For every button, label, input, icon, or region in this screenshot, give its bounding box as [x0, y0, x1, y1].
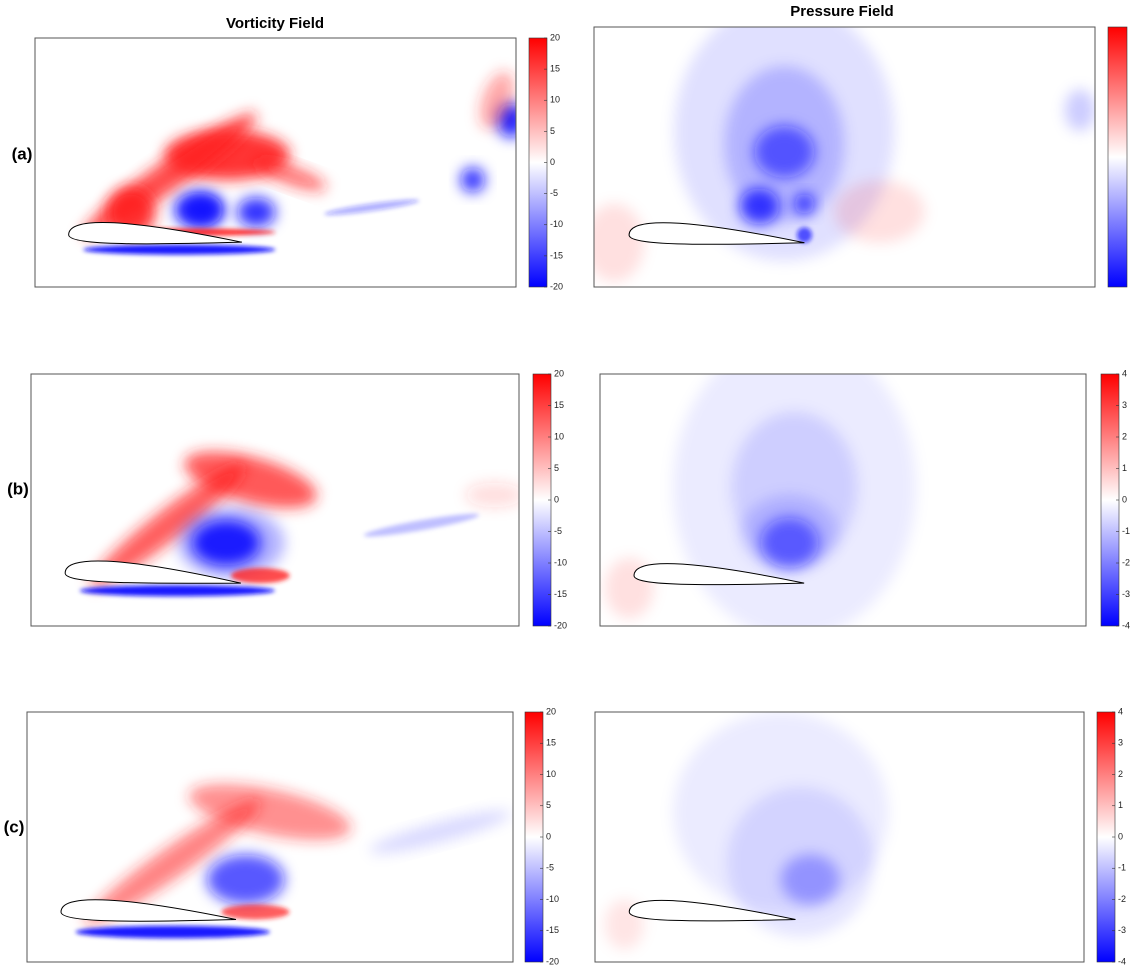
flow-structure [231, 568, 290, 583]
field [595, 712, 1084, 962]
colorbar-tick-label: 0 [546, 831, 551, 841]
colorbar-tick-label: -15 [550, 250, 563, 260]
row-label: (a) [12, 144, 33, 163]
colorbar-tick-label: 1 [1118, 800, 1123, 810]
flow-structure [83, 245, 275, 255]
field [31, 374, 524, 626]
row-label: (b) [7, 479, 29, 498]
field [27, 712, 513, 962]
colorbar-tick-label: -2 [1122, 557, 1130, 567]
colorbar-tick-label: -3 [1122, 589, 1130, 599]
colorbar-tick-label: 1 [1122, 463, 1127, 473]
flow-structure [834, 180, 924, 242]
column-title: Vorticity Field [226, 15, 324, 32]
field-panel: 20 15 10 5 0 -5 -10 -15 -20 [27, 706, 559, 966]
colorbar-tick-label: 2 [1118, 769, 1123, 779]
colorbar-tick-label: 5 [546, 800, 551, 810]
figure: Vorticity Field Pressure Field (a) (b) (… [0, 0, 1130, 968]
colorbar-tick-label: 10 [550, 95, 560, 105]
colorbar-tick-label: 0 [550, 157, 555, 167]
colorbar-tick-label: -5 [546, 863, 554, 873]
colorbar-tick-label: 3 [1118, 738, 1123, 748]
colorbar-tick-label: 2 [1122, 431, 1127, 441]
field-panel: 4 3 2 1 0 -1 -2 -3 -4 [600, 336, 1130, 638]
colorbar-tick-label: -20 [554, 620, 567, 630]
colorbar-tick-label: -4 [1118, 956, 1126, 966]
colorbar-tick-label: 4 [1122, 368, 1127, 378]
colorbar-tick-label: -15 [554, 589, 567, 599]
colorbar-tick-label: -5 [554, 526, 562, 536]
colorbar-tick-label: -10 [554, 557, 567, 567]
row-label: (c) [4, 817, 25, 836]
colorbar-tick-label: 0 [1122, 494, 1127, 504]
colorbar-tick-label: 10 [546, 769, 556, 779]
colorbar-tick-label: 20 [554, 368, 564, 378]
colorbar [1108, 27, 1127, 287]
colorbar-tick-label: 10 [554, 431, 564, 441]
field [600, 336, 1086, 638]
colorbar-tick-label: 15 [554, 400, 564, 410]
colorbar-tick-label: 5 [550, 126, 555, 136]
colorbar-tick-label: 15 [550, 64, 560, 74]
flow-structure [781, 855, 840, 905]
colorbar-tick-label: 3 [1122, 400, 1127, 410]
colorbar-tick-label: -10 [550, 219, 563, 229]
colorbar-tick-label: -10 [546, 894, 559, 904]
colorbar-tick-label: 20 [546, 706, 556, 716]
field-panel: 20 15 10 5 0 -5 -10 -15 -20 [31, 368, 567, 630]
flow-structure [739, 188, 779, 224]
flow-structure [76, 926, 270, 939]
flow-structure [237, 197, 275, 227]
colorbar-tick-label: -1 [1122, 526, 1130, 536]
colorbar-tick-label: -3 [1118, 925, 1126, 935]
flow-structure [177, 508, 284, 579]
flow-structure [584, 204, 644, 282]
flow-structure [754, 126, 814, 178]
colorbar-tick-label: 0 [1118, 831, 1123, 841]
colorbar-tick-label: -20 [550, 281, 563, 291]
colorbar-tick-label: -1 [1118, 863, 1126, 873]
colorbar-tick-label: 0 [554, 494, 559, 504]
flow-structure [174, 192, 222, 227]
field [584, 1, 1095, 287]
colorbar-tick-label: -15 [546, 925, 559, 935]
colorbar-tick-label: 20 [550, 32, 560, 42]
flow-structure [80, 585, 275, 596]
colorbar-tick-label: 5 [554, 463, 559, 473]
colorbar-tick-label: 15 [546, 738, 556, 748]
field-panel: 20 15 10 5 0 -5 -10 -15 -20 [35, 32, 563, 291]
colorbar-tick-label: -20 [546, 956, 559, 966]
column-title: Pressure Field [790, 3, 893, 20]
field-panel [584, 1, 1127, 287]
field [35, 38, 526, 287]
flow-structure [797, 227, 812, 243]
flow-structure [1065, 89, 1095, 131]
colorbar-tick-label: -4 [1122, 620, 1130, 630]
field-panel: 4 3 2 1 0 -1 -2 -3 -4 [595, 706, 1126, 966]
flow-structure [221, 905, 289, 920]
flow-structure [794, 193, 814, 214]
flow-structure [461, 167, 485, 192]
colorbar-tick-label: 4 [1118, 706, 1123, 716]
flow-structure [207, 855, 285, 905]
flow-structure [465, 482, 524, 507]
colorbar-tick-label: -5 [550, 188, 558, 198]
flow-structure [741, 495, 838, 571]
colorbar-tick-label: -2 [1118, 894, 1126, 904]
